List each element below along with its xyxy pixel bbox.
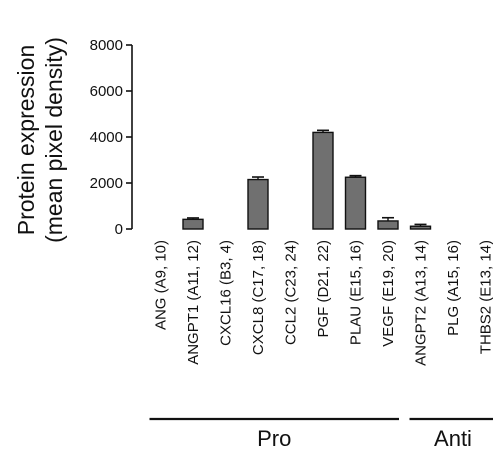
x-tick-label: CXCL8 (C17, 18): [250, 240, 267, 355]
y-tick-label: 8000: [90, 37, 123, 54]
bar: [344, 176, 367, 230]
x-tick-label: PLG (A15, 16): [445, 240, 462, 336]
y-axis-title-line-2: (mean pixel density): [41, 37, 67, 243]
group-label: Anti: [434, 426, 472, 451]
x-tick-label: CXCL16 (B3, 4): [218, 240, 235, 346]
x-tick-label: CCL2 (C23, 24): [283, 240, 300, 345]
x-tick-label: ANG (A9, 10): [153, 240, 170, 330]
y-tick-label: 6000: [90, 83, 123, 100]
x-tick-label: VEGF (E19, 20): [380, 240, 397, 347]
x-tick-label: ANGPT1 (A11, 12): [185, 240, 202, 365]
group-label: Pro: [257, 426, 291, 451]
bars: [182, 129, 432, 230]
x-tick-label: PGF (D21, 22): [315, 240, 332, 338]
y-axis-title: Protein expression (mean pixel density): [13, 37, 67, 243]
y-tick-label: 4000: [90, 129, 123, 146]
y-axis: 0 2000 4000 6000 8000: [90, 37, 133, 238]
y-tick-label: 0: [115, 221, 123, 238]
bar: [409, 225, 432, 230]
bar: [377, 220, 399, 230]
x-tick-label: THBS2 (E13, 14): [478, 240, 493, 354]
x-tick-label: ANGPT2 (A13, 14): [413, 240, 430, 366]
y-tick-label: 2000: [90, 175, 123, 192]
category-groups: Pro Anti: [149, 417, 493, 451]
x-tick-label: PLAU (E15, 16): [348, 240, 365, 345]
y-axis-title-line-1: Protein expression: [13, 45, 39, 236]
bar: [312, 131, 334, 230]
bar: [247, 178, 269, 230]
bar: [182, 218, 204, 230]
x-axis-labels: ANG (A9, 10) ANGPT1 (A11, 12) CXCL16 (B3, …: [153, 240, 493, 366]
